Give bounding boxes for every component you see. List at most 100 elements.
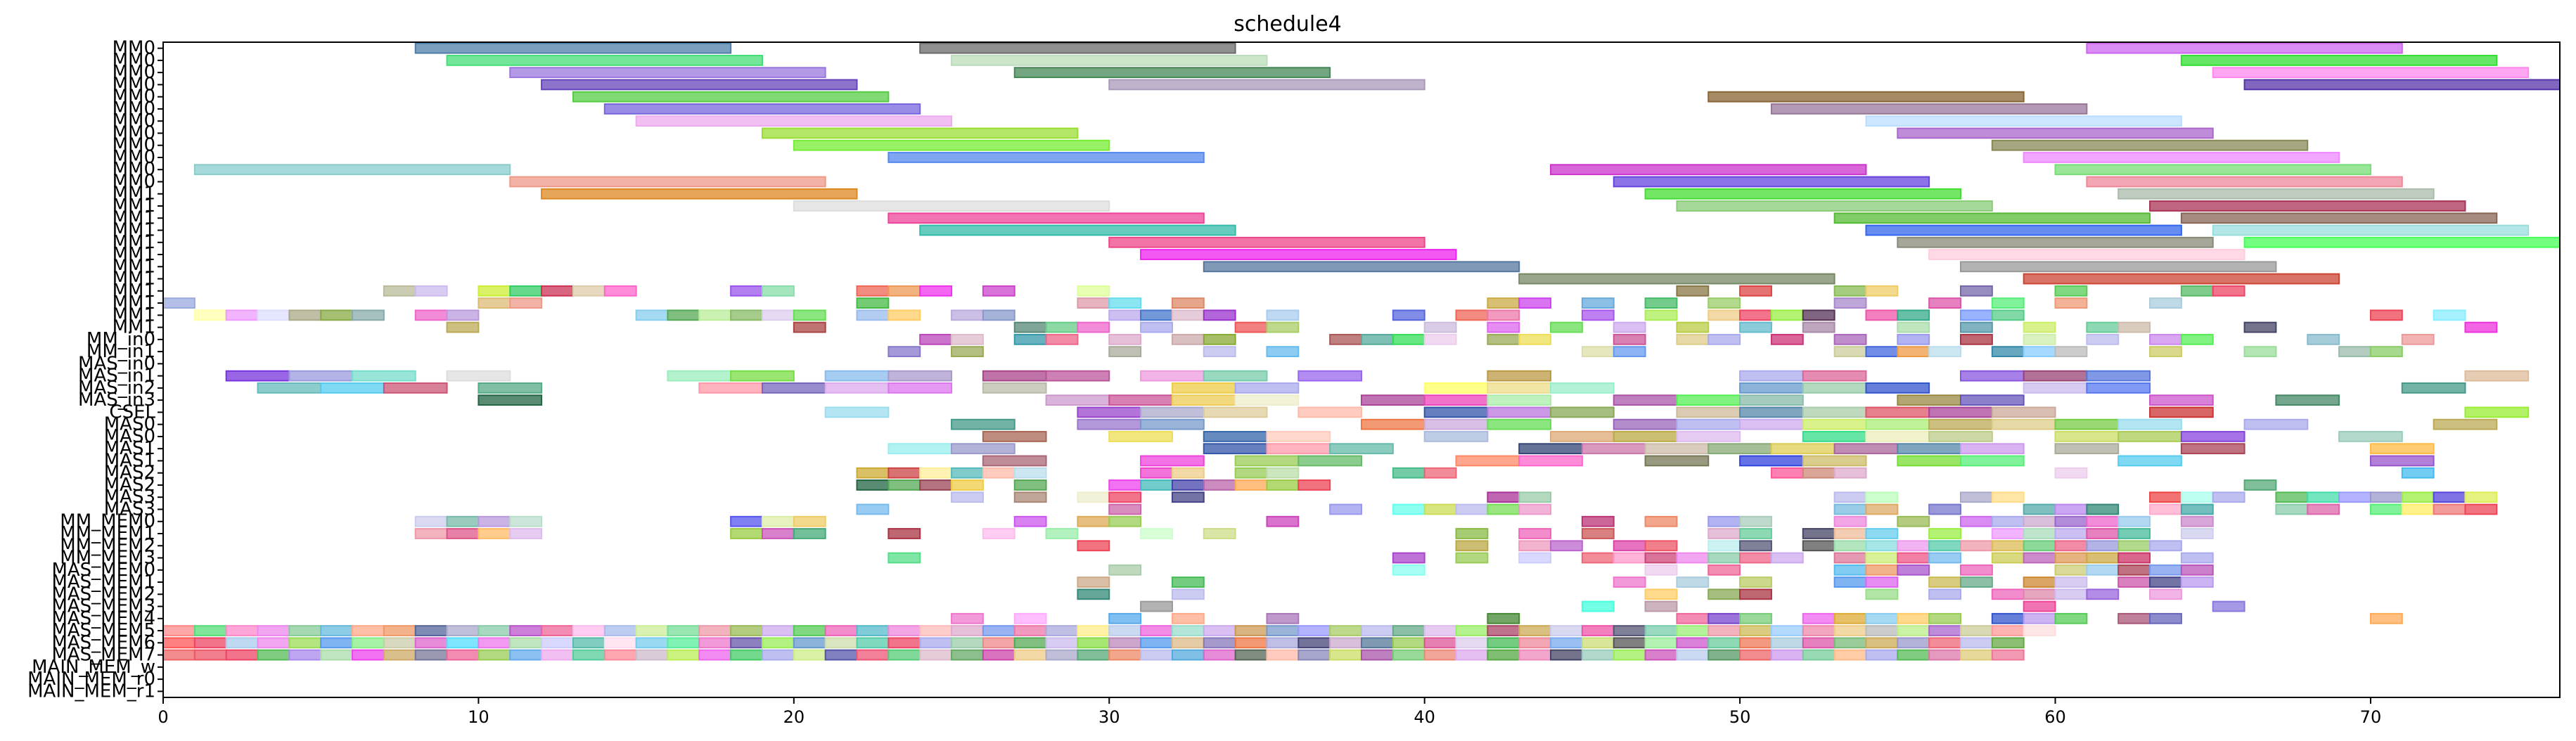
task-bar xyxy=(1991,491,2025,503)
task-bar xyxy=(1707,91,2025,103)
task-bar xyxy=(2149,346,2182,358)
task-bar xyxy=(919,285,953,297)
task-bar xyxy=(2338,491,2371,503)
task-bar xyxy=(919,625,953,636)
task-bar xyxy=(2149,297,2182,309)
y-tick-label: CSEL xyxy=(109,401,155,423)
task-bar xyxy=(2054,443,2120,455)
task-bar xyxy=(478,297,511,309)
task-bar xyxy=(288,625,322,636)
task-bar xyxy=(1897,236,2214,248)
task-bar xyxy=(1108,564,1142,576)
task-bar xyxy=(951,443,1015,455)
task-bar xyxy=(1140,479,1173,491)
task-bar xyxy=(1865,309,1899,321)
task-bar xyxy=(982,467,1015,479)
task-bar xyxy=(1676,431,1741,442)
task-bar xyxy=(1833,612,1867,624)
task-bar xyxy=(824,637,858,649)
task-bar xyxy=(1676,612,1710,624)
task-bar xyxy=(1266,625,1300,636)
task-bar xyxy=(951,309,984,321)
task-bar xyxy=(1518,649,1552,661)
task-bar xyxy=(1077,406,1142,418)
task-bar xyxy=(1897,333,1930,345)
task-bar xyxy=(162,637,196,649)
task-bar xyxy=(2117,431,2182,442)
task-bar xyxy=(193,309,227,321)
task-bar xyxy=(1960,649,1993,661)
task-bar xyxy=(1423,467,1457,479)
task-bar xyxy=(414,42,732,54)
task-bar xyxy=(1770,309,1804,321)
task-bar xyxy=(1928,346,1962,358)
task-bar xyxy=(762,285,795,297)
task-bar xyxy=(1266,431,1331,442)
task-bar xyxy=(1045,528,1079,539)
task-bar xyxy=(1266,649,1300,661)
task-bar xyxy=(951,479,984,491)
task-bar xyxy=(1203,406,1268,418)
task-bar xyxy=(2464,406,2530,418)
task-bar xyxy=(1077,491,1110,503)
task-bar xyxy=(730,649,763,661)
task-bar xyxy=(1928,528,1962,539)
task-bar xyxy=(2180,333,2214,345)
task-bar xyxy=(856,285,890,297)
task-bar xyxy=(193,625,227,636)
task-bar xyxy=(1897,564,1930,576)
task-bar xyxy=(1928,540,1962,552)
task-bar xyxy=(1865,382,1930,394)
task-bar xyxy=(887,443,953,455)
task-bar xyxy=(793,321,826,333)
task-bar xyxy=(446,649,480,661)
task-bar xyxy=(1518,443,1583,455)
task-bar xyxy=(2054,503,2088,515)
task-bar xyxy=(856,479,890,491)
task-bar xyxy=(1203,346,1236,358)
task-bar xyxy=(2054,564,2088,576)
task-bar xyxy=(1865,576,1899,588)
task-bar xyxy=(1802,625,1835,636)
task-bar xyxy=(1171,479,1205,491)
task-bar xyxy=(2433,418,2498,430)
task-bar xyxy=(1739,528,1772,539)
x-tick-label: 40 xyxy=(1414,707,1435,727)
task-bar xyxy=(478,394,543,406)
task-bar xyxy=(2149,564,2182,576)
task-bar xyxy=(2054,346,2088,358)
task-bar xyxy=(1707,552,1741,564)
task-bar xyxy=(1739,625,1772,636)
task-bar xyxy=(1644,443,1710,455)
task-bar xyxy=(2054,297,2088,309)
task-bar xyxy=(1361,637,1394,649)
task-bar xyxy=(1171,394,1236,406)
task-bar xyxy=(1266,467,1300,479)
task-bar xyxy=(414,285,448,297)
task-bar xyxy=(2180,212,2498,224)
task-bar xyxy=(1266,637,1300,649)
y-tick-label: MM0 xyxy=(113,171,155,192)
task-bar xyxy=(2086,528,2120,539)
task-bar xyxy=(2433,503,2466,515)
task-bar xyxy=(1707,588,1741,600)
task-bar xyxy=(1077,540,1110,552)
task-bar xyxy=(1991,406,2056,418)
task-bar xyxy=(919,333,953,345)
task-bar xyxy=(2149,588,2182,600)
task-bar xyxy=(793,528,826,539)
task-bar xyxy=(1707,564,1741,576)
task-bar xyxy=(635,115,953,127)
y-tick-label: MM1 xyxy=(113,195,155,217)
task-bar xyxy=(1423,321,1457,333)
task-bar xyxy=(1518,503,1552,515)
task-bar xyxy=(1423,418,1489,430)
task-bar xyxy=(1581,309,1615,321)
task-bar xyxy=(730,637,763,649)
task-bar xyxy=(1802,431,1867,442)
task-bar xyxy=(1991,297,2025,309)
task-bar xyxy=(793,637,826,649)
task-bar xyxy=(1171,588,1205,600)
task-bar xyxy=(1613,394,1678,406)
task-bar xyxy=(162,297,196,309)
